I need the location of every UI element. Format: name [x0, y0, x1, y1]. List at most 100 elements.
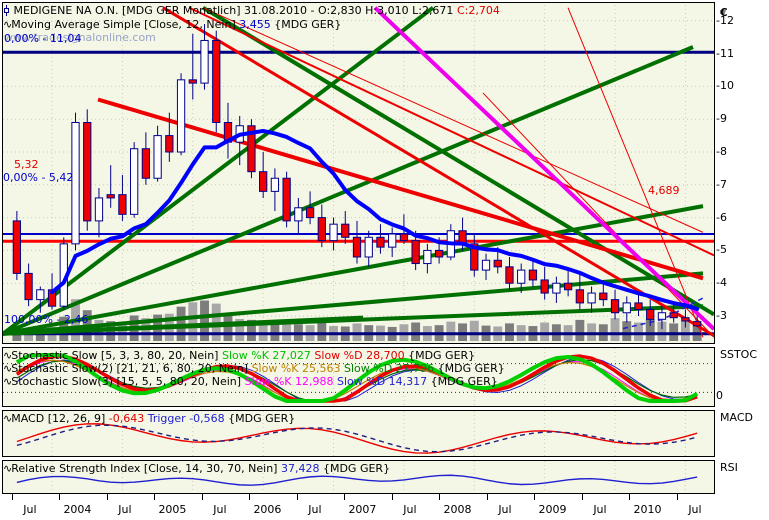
macd-plot[interactable] [3, 411, 714, 456]
candle-body-up [587, 292, 596, 304]
stochastic-3-source: {MDG GER} [427, 375, 498, 388]
price-axis-title: € [720, 6, 728, 19]
candlestick[interactable] [200, 24, 209, 90]
price-axis[interactable]: € -12 -11 -10 -9 -8 -7 -6 -5 -4 -3 [716, 2, 769, 344]
ma-source: {MDG GER} [270, 18, 342, 31]
candlestick[interactable] [247, 119, 256, 179]
rsi-axis[interactable]: RSI [716, 460, 769, 494]
candlestick[interactable] [317, 204, 326, 248]
candlestick[interactable] [470, 234, 479, 277]
candlestick[interactable] [176, 73, 186, 156]
rsi-plot[interactable] [3, 461, 714, 493]
candlestick[interactable] [622, 296, 631, 323]
candlestick[interactable] [24, 263, 33, 307]
candlestick[interactable] [341, 211, 350, 244]
candlestick[interactable] [212, 30, 221, 133]
price-plot[interactable] [3, 3, 714, 343]
candle-body-down [317, 217, 326, 242]
candlestick[interactable] [12, 211, 22, 280]
candlestick[interactable] [505, 256, 514, 290]
candlestick[interactable] [153, 125, 162, 182]
candlestick[interactable] [130, 142, 139, 218]
candlestick[interactable] [423, 243, 432, 274]
stochastic-1-k-line [15, 352, 699, 404]
candlestick[interactable] [270, 168, 280, 212]
candlestick[interactable] [106, 165, 115, 208]
candlestick[interactable] [388, 227, 397, 257]
moving-average-legend[interactable]: ∿Moving Average Simple [Close, 12, Nein]… [3, 19, 341, 31]
instrument-legend[interactable]: MEDIGENE NA O.N. [MDG GER Monatlich] 31.… [3, 5, 500, 17]
price-panel[interactable] [2, 2, 715, 344]
stochastic-3-k: Slow %K 12,988 [244, 375, 334, 388]
candlestick[interactable] [634, 293, 643, 317]
candlestick[interactable] [282, 171, 291, 228]
level-532-annotation: 5,32 [14, 158, 39, 171]
price-tick-3: -3 [716, 309, 727, 323]
stochastic-2-legend[interactable]: ∿Stochastic Slow(2) [21, 21, 6, 80, 20, … [3, 363, 505, 375]
sstoc-panel[interactable] [2, 347, 715, 407]
stochastic-1-k: Slow %K 27,027 [221, 349, 311, 362]
candlestick[interactable] [552, 276, 561, 303]
candle-body-down [434, 249, 444, 258]
macd-trigger-value: -0,568 [189, 412, 225, 425]
candlestick[interactable] [681, 309, 690, 328]
candlestick[interactable] [83, 109, 92, 231]
price-tick-11: -11 [716, 46, 734, 60]
candlestick[interactable] [36, 286, 45, 313]
candlestick[interactable] [94, 188, 104, 238]
candle-body-down [528, 269, 538, 281]
macd-axis[interactable]: MACD [716, 410, 769, 457]
candlestick[interactable] [294, 197, 303, 235]
volume-bar [540, 322, 550, 341]
instrument-title: MEDIGENE NA O.N. [MDG GER Monatlich] 31.… [13, 4, 457, 17]
candle-body-down [24, 272, 33, 301]
candlestick[interactable] [481, 253, 491, 280]
price-tick-9: -9 [716, 112, 727, 126]
candlestick-icon [3, 5, 10, 16]
rsi-legend[interactable]: ∿Relative Strength Index [Close, 14, 30,… [3, 463, 390, 475]
candlestick[interactable] [587, 286, 596, 313]
candle-body-down [165, 135, 174, 153]
candlestick[interactable] [376, 224, 385, 254]
trendline-green-down [201, 5, 714, 317]
macd-panel[interactable] [2, 410, 715, 457]
sstoc-plot[interactable] [3, 348, 714, 406]
candlestick[interactable] [563, 270, 573, 297]
candlestick[interactable] [329, 217, 338, 251]
trendline-red [97, 97, 704, 281]
watermark: www.tradesignalonline.com [4, 31, 156, 44]
candlestick[interactable] [517, 263, 526, 294]
candlestick[interactable] [305, 191, 315, 225]
trendline-red [188, 6, 714, 257]
candlestick[interactable] [364, 230, 373, 267]
wave-icon: ∿ [3, 375, 12, 388]
candle-body-up [423, 249, 432, 265]
candle-body-up [388, 233, 397, 248]
candlestick[interactable] [188, 33, 197, 100]
candle-body-down [118, 194, 127, 215]
candle-body-down [341, 223, 350, 238]
sstoc-axis[interactable]: SSTOC 0 [716, 347, 769, 407]
candlestick[interactable] [528, 260, 538, 287]
rsi-panel[interactable] [2, 460, 715, 494]
candlestick[interactable] [141, 132, 151, 185]
stochastic-3-legend[interactable]: ∿Stochastic Slow(3) [15, 5, 5, 80, 20, N… [3, 376, 498, 388]
candlestick[interactable] [692, 315, 702, 327]
candlestick[interactable] [352, 220, 362, 264]
candlestick[interactable] [118, 174, 127, 221]
candlestick[interactable] [71, 112, 80, 251]
candlestick[interactable] [259, 152, 268, 198]
candlestick[interactable] [165, 112, 174, 162]
macd-legend[interactable]: ∿MACD [12, 26, 9] -0,643 Trigger -0,568 … [3, 413, 295, 425]
candlestick[interactable] [540, 266, 549, 300]
wave-icon: ∿ [3, 412, 12, 425]
candlestick[interactable] [610, 289, 620, 320]
volume-bar [610, 318, 620, 341]
candlestick[interactable] [223, 102, 233, 159]
candlestick[interactable] [575, 273, 584, 310]
stochastic-1-legend[interactable]: ∿Stochastic Slow [5, 3, 3, 80, 20, Nein]… [3, 350, 475, 362]
volume-bar [235, 319, 245, 341]
stochastic-1-source: {MDG GER} [404, 349, 476, 362]
x-axis[interactable]: Jul 2004 Jul 2005 Jul 2006 Jul 2007 Jul 2008 Jul 20… [2, 494, 715, 520]
candle-body-down [470, 243, 479, 271]
